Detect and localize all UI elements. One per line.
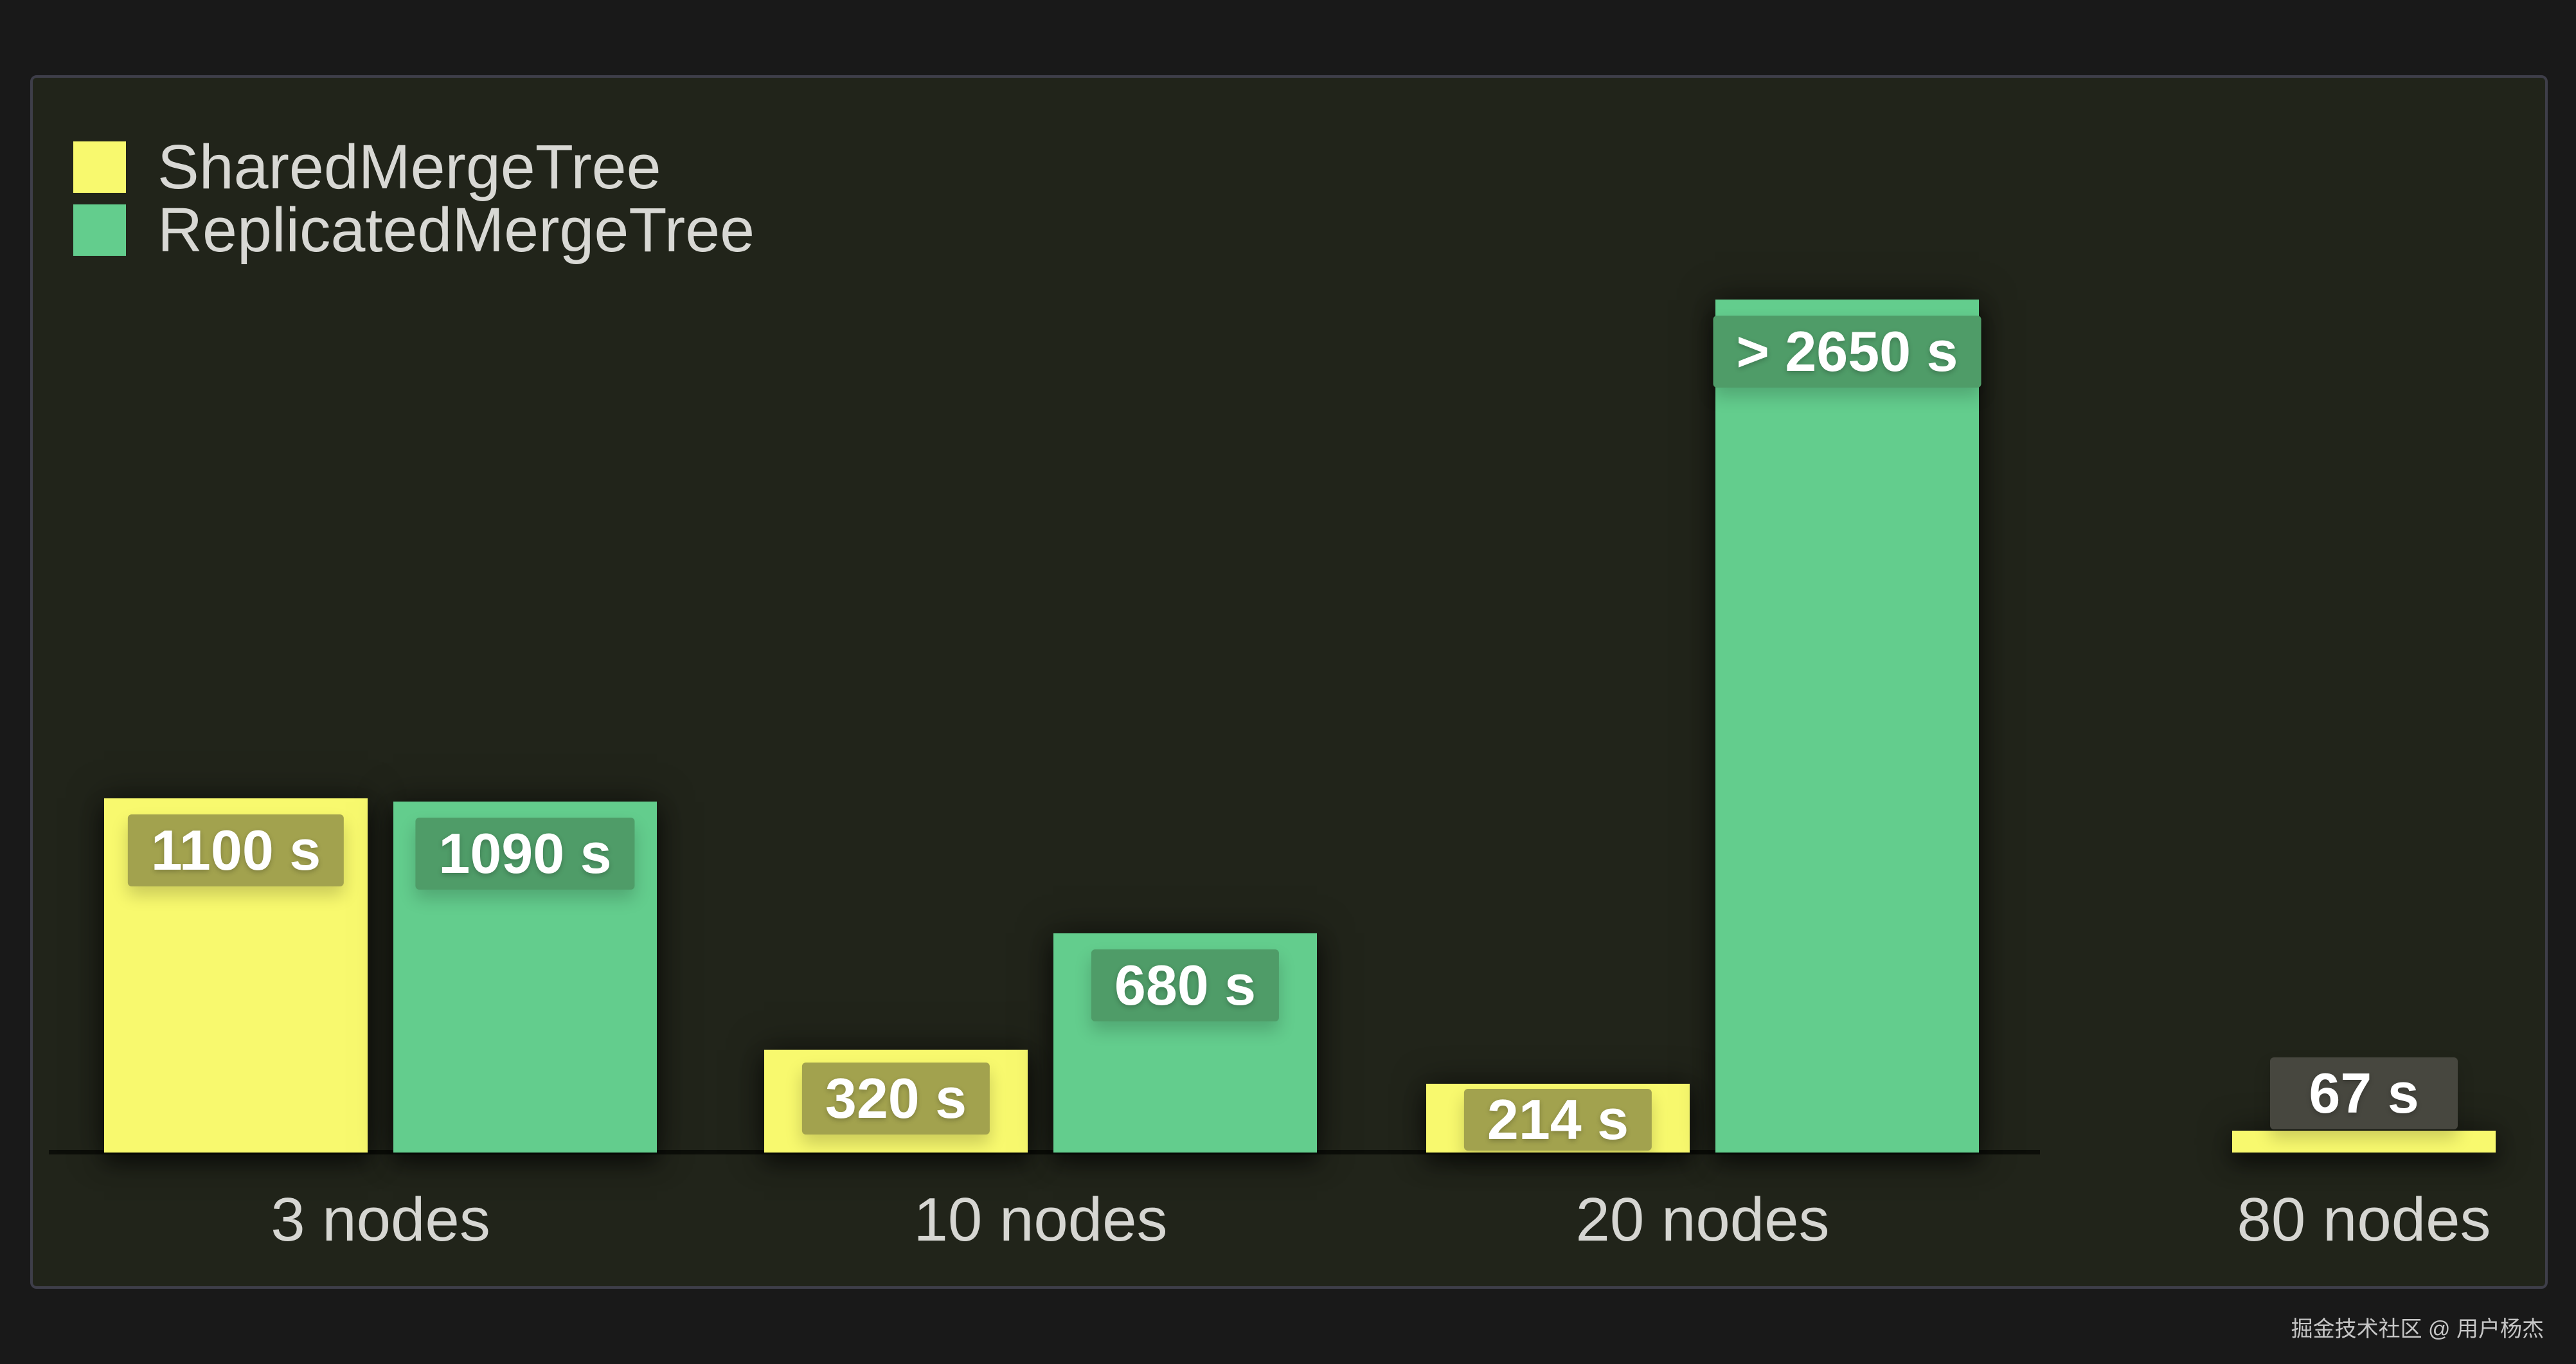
bar-value-label: 680 s bbox=[1091, 949, 1280, 1021]
bar-sharedmergetree-3-nodes: 1100 s bbox=[104, 798, 368, 1153]
bar-value-label: 67 s bbox=[2270, 1057, 2458, 1129]
bar-sharedmergetree-20-nodes: 214 s bbox=[1426, 1084, 1690, 1153]
bar-replicatedmergetree-10-nodes: 680 s bbox=[1053, 933, 1317, 1153]
bar-replicatedmergetree-3-nodes: 1090 s bbox=[393, 802, 657, 1153]
bar-value-label: 214 s bbox=[1463, 1089, 1652, 1151]
plot-area: 1100 s 1090 s 320 s 680 s 214 s > 2650 s 67 s … bbox=[33, 78, 2545, 1286]
chart-legend: SharedMergeTree ReplicatedMergeTree bbox=[73, 132, 755, 265]
legend-item-label: SharedMergeTree bbox=[157, 132, 661, 202]
watermark: 掘金技术社区 @ 用户杨杰 bbox=[2291, 1317, 2544, 1342]
axis-label-3-nodes: 3 nodes bbox=[271, 1185, 490, 1254]
chart-panel: SharedMergeTree ReplicatedMergeTree 1100 … bbox=[30, 75, 2548, 1289]
bar-value-label: > 2650 s bbox=[1713, 316, 1981, 388]
bar-sharedmergetree-10-nodes: 320 s bbox=[764, 1050, 1028, 1153]
bar-value-label: 1100 s bbox=[127, 814, 344, 886]
bar-sharedmergetree-80-nodes: 67 s bbox=[2232, 1057, 2496, 1153]
axis-label-80-nodes: 80 nodes bbox=[2237, 1185, 2491, 1254]
x-axis-line bbox=[49, 1150, 2040, 1154]
axis-label-20-nodes: 20 nodes bbox=[1575, 1185, 1830, 1254]
bar-value-label: 1090 s bbox=[415, 818, 635, 890]
legend-swatch-icon bbox=[73, 204, 126, 256]
legend-item-label: ReplicatedMergeTree bbox=[157, 195, 755, 265]
legend-item-sharedmergetree: SharedMergeTree bbox=[73, 132, 755, 202]
legend-swatch-icon bbox=[73, 141, 126, 193]
axis-label-10-nodes: 10 nodes bbox=[913, 1185, 1168, 1254]
legend-item-replicatedmergetree: ReplicatedMergeTree bbox=[73, 195, 755, 265]
bar-value-label: 320 s bbox=[801, 1063, 990, 1135]
bar-replicatedmergetree-20-nodes: > 2650 s bbox=[1713, 300, 1981, 1153]
